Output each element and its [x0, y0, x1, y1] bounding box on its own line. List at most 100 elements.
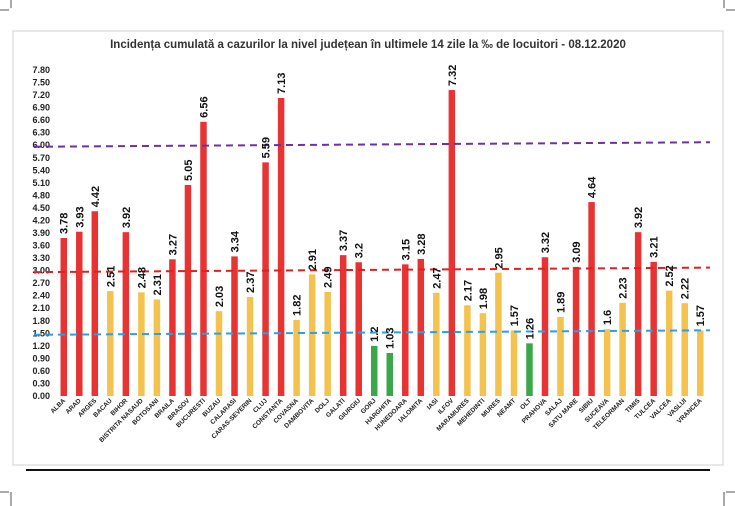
- y-tick-label: 6.30: [32, 128, 50, 138]
- bar-sibiu: [588, 202, 595, 396]
- y-tick-label: 0.90: [32, 353, 50, 363]
- data-label: 2.49: [323, 267, 335, 288]
- data-label: 4.42: [90, 186, 102, 207]
- data-label: 3.21: [649, 236, 661, 257]
- y-tick-label: 6.60: [32, 115, 50, 125]
- bar-mures: [495, 272, 502, 396]
- data-label: 2.23: [618, 277, 630, 298]
- y-tick-label: 5.10: [32, 178, 50, 188]
- y-tick-label: 2.40: [32, 291, 50, 301]
- y-tick-label: 4.20: [32, 215, 50, 225]
- threshold-lines: [33, 141, 711, 336]
- data-label: 1.2: [369, 327, 381, 342]
- bar-galati: [339, 255, 347, 396]
- data-label: 2.47: [431, 267, 443, 288]
- y-tick-label: 7.80: [32, 65, 50, 75]
- bar-covasna: [293, 319, 300, 396]
- y-tick-label: 1.80: [32, 316, 50, 326]
- bar-caras-severin: [246, 296, 254, 396]
- bar-calarasi: [231, 256, 238, 396]
- data-label: 1.03: [385, 328, 397, 349]
- data-label: 1.89: [556, 292, 568, 313]
- bar-arges: [91, 211, 99, 396]
- data-label: 2.51: [105, 266, 117, 287]
- bar-valcea: [665, 290, 673, 396]
- bar-alba: [60, 238, 68, 396]
- y-tick-label: 1.20: [32, 341, 50, 351]
- data-label: 3.92: [121, 207, 133, 228]
- data-label: 2.31: [152, 274, 164, 295]
- data-label: 5.05: [183, 160, 195, 181]
- y-tick-label: 3.00: [32, 266, 50, 276]
- data-label: 1.6: [602, 310, 614, 325]
- bar-bihor: [122, 232, 130, 396]
- bar-botosani: [153, 299, 161, 396]
- bar-timis: [634, 232, 642, 396]
- data-label: 2.22: [680, 278, 692, 299]
- data-label: 1.98: [478, 288, 490, 309]
- data-label: 3.32: [540, 232, 552, 253]
- data-labels: 3.78 3.93 4.42 2.51 3.92 2.48 2.31 3.27 5.05 6.56…: [59, 65, 707, 349]
- data-label: 6.56: [198, 96, 210, 117]
- bar-ilfov: [448, 90, 456, 397]
- y-tick-label: 6.00: [32, 140, 50, 150]
- y-tick-label: 6.90: [32, 103, 50, 113]
- y-tick-label: 0.00: [32, 391, 50, 401]
- data-label: 1.57: [695, 305, 707, 326]
- data-label: 3.27: [167, 234, 179, 255]
- data-label: 2.17: [462, 280, 474, 301]
- data-label: 7.32: [447, 65, 459, 86]
- bar-salaj: [557, 317, 564, 396]
- bar-cluj: [262, 162, 269, 396]
- bar-arad: [76, 231, 83, 396]
- bar-constanta: [277, 98, 285, 396]
- data-label: 4.64: [587, 176, 599, 198]
- bar-neamt: [510, 330, 518, 396]
- data-label: 2.37: [245, 272, 257, 293]
- bar-hunedoara: [402, 264, 409, 396]
- y-tick-label: 4.50: [32, 203, 50, 213]
- bar-olt: [526, 343, 533, 396]
- y-tick-label: 4.80: [32, 190, 50, 200]
- bar-harghita: [386, 352, 394, 396]
- threshold-line: [33, 266, 711, 274]
- data-label: 2.48: [136, 267, 148, 288]
- bar-vrancea: [696, 330, 704, 396]
- bar-prahova: [541, 257, 549, 396]
- bar-giurgiu: [355, 262, 362, 396]
- threshold-line: [33, 141, 711, 148]
- bars: [60, 90, 704, 397]
- y-tick-label: 0.30: [32, 378, 50, 388]
- bar-vaslui: [681, 303, 688, 396]
- y-axis: 0.00 0.30 0.60 0.90 1.20 1.50 1.80 2.10 2.40 2.70…: [32, 65, 50, 401]
- bar-braila: [169, 259, 176, 396]
- bar-brasov: [184, 184, 192, 396]
- bar-maramures: [464, 305, 471, 396]
- y-tick-label: 3.90: [32, 228, 50, 238]
- bar-dolj: [324, 291, 331, 396]
- bar-iasi: [433, 292, 440, 396]
- bar-buzau: [215, 311, 223, 396]
- y-tick-label: 1.50: [32, 328, 50, 338]
- y-tick-label: 0.60: [32, 366, 50, 376]
- bar-suceava: [603, 329, 611, 396]
- y-tick-label: 3.30: [32, 253, 50, 263]
- bar-teleorman: [619, 302, 626, 396]
- y-tick-label: 5.40: [32, 165, 50, 175]
- data-label: 2.52: [664, 265, 676, 286]
- data-label: 3.78: [59, 213, 71, 234]
- data-label: 3.34: [230, 230, 242, 252]
- x-tick-label: ALBA: [49, 397, 67, 415]
- data-label: 3.37: [338, 230, 350, 251]
- threshold-line: [33, 329, 711, 336]
- chart-title: Incidența cumulată a cazurilor la nivel …: [110, 39, 626, 51]
- bar-bistrita-nasaud: [138, 292, 145, 396]
- data-label: 2.95: [493, 247, 505, 268]
- y-tick-label: 5.70: [32, 153, 50, 163]
- bar-mehedinti: [479, 313, 487, 396]
- bar-ialomita: [417, 258, 425, 396]
- data-label: 3.09: [571, 241, 583, 262]
- data-label: 7.13: [276, 73, 288, 94]
- y-tick-label: 7.50: [32, 78, 50, 88]
